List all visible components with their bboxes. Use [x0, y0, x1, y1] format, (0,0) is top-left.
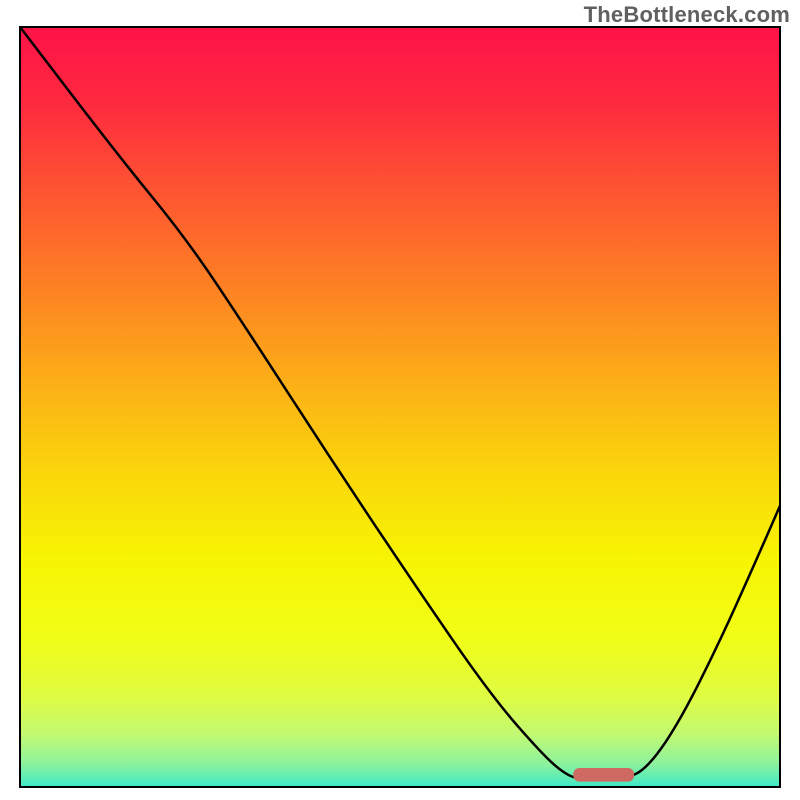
chart-container: TheBottleneck.com: [0, 0, 800, 800]
watermark-text: TheBottleneck.com: [584, 2, 790, 28]
optimal-marker: [573, 768, 634, 782]
bottleneck-chart: [0, 0, 800, 800]
heatmap-background: [20, 27, 780, 787]
